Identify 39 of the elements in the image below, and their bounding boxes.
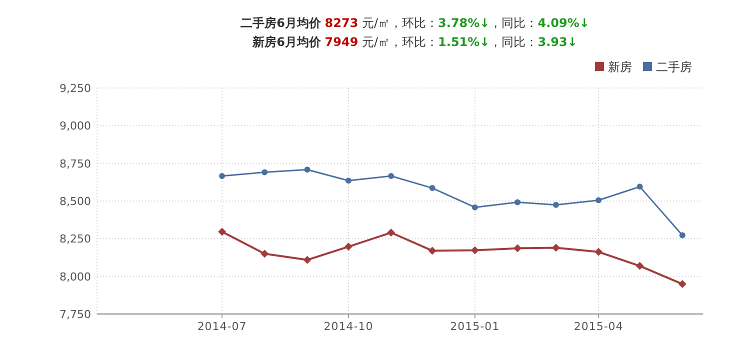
x-tick-label: 2014-07 [197,320,247,333]
point [552,244,560,252]
point [344,242,352,251]
y-tick-label: 9,250 [60,82,91,95]
point [636,184,643,190]
y-tick-label: 8,750 [60,157,91,170]
x-tick-label: 2015-04 [574,320,624,333]
y-tick-label: 8,250 [60,232,91,246]
x-tick-label: 2015-01 [450,320,500,333]
point [470,246,479,254]
point [303,256,312,264]
point [472,204,478,210]
point [594,248,603,256]
point [679,232,686,238]
point [262,169,268,176]
legend-label: 二手房 [656,60,692,74]
point [514,199,520,206]
y-tick-label: 8,500 [60,195,91,208]
y-tick-label: 7,750 [60,308,91,321]
chart-title: 二手房6月均价 8273 元/㎡，环比：3.78%↓，同比：4.09%↓ [240,16,590,30]
chart-subtitle: 新房6月均价 7949 元/㎡，环比：1.51%↓，同比：3.93↓ [252,35,578,49]
point [636,262,644,270]
point [428,246,436,255]
y-tick-label: 8,000 [60,270,91,284]
point [513,244,522,252]
point [345,178,352,184]
legend-label: 新房 [608,60,632,74]
point [387,228,396,237]
point [678,280,686,288]
point [260,250,269,258]
point [304,166,310,173]
point [388,172,394,179]
point [596,197,602,204]
point [429,185,436,192]
point [219,172,226,179]
point [218,228,226,236]
point [552,202,559,208]
x-tick-label: 2014-10 [324,320,374,333]
y-tick-label: 9,000 [60,120,91,133]
